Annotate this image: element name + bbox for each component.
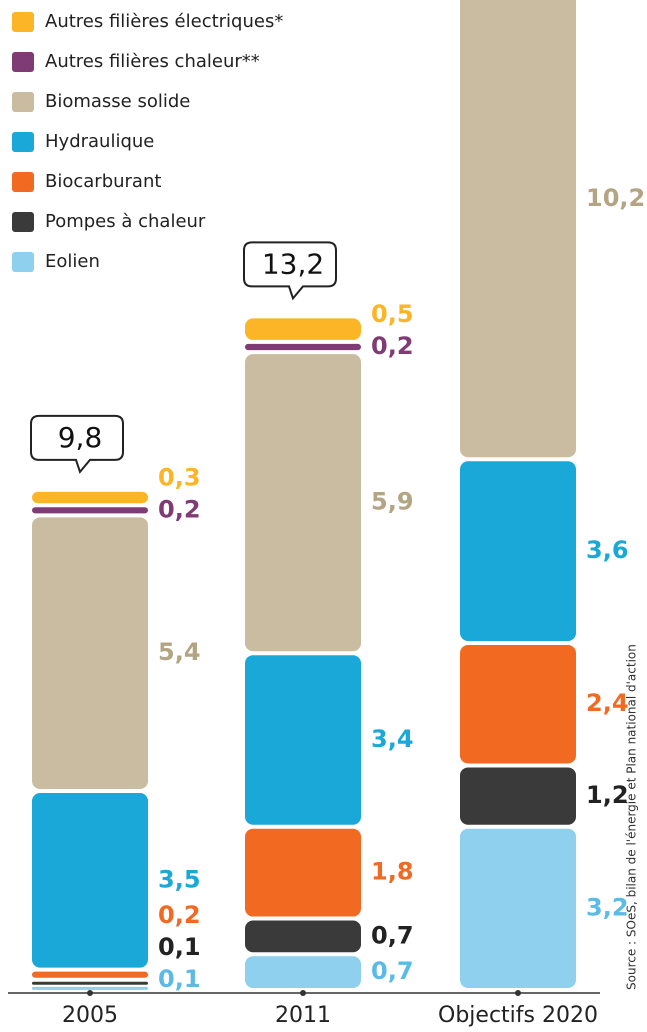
bar-segment: [245, 343, 361, 351]
legend-swatch: [12, 132, 34, 152]
value-label: 0,3: [158, 463, 201, 491]
x-tick-label: 2011: [275, 1003, 331, 1028]
bar-segment: [32, 792, 148, 968]
bar-segment: [245, 655, 361, 825]
legend-swatch: [12, 212, 34, 232]
value-label: 0,7: [371, 921, 414, 949]
bar-segment: [245, 956, 361, 988]
bar-segment: [245, 354, 361, 652]
bar-segment: [245, 318, 361, 340]
tick-dot: [300, 990, 306, 996]
legend-swatch: [12, 92, 34, 112]
legend-label: Autres filières électriques*: [45, 11, 283, 32]
bar-segment: [32, 491, 148, 504]
total-callout: [30, 414, 124, 474]
x-tick-label: Objectifs 2020: [438, 1003, 598, 1028]
legend-label: Biocarburant: [45, 171, 161, 192]
value-label: 0,1: [158, 933, 201, 961]
value-label: 0,2: [371, 332, 414, 360]
value-label: 3,5: [158, 865, 201, 893]
bar-segment: [32, 986, 148, 990]
legend-label: Hydraulique: [45, 131, 154, 152]
value-label: 0,2: [158, 901, 201, 929]
bar-segment: [245, 828, 361, 917]
bar-segment: [245, 920, 361, 953]
value-label: 0,7: [371, 957, 414, 985]
x-tick-label: 2005: [62, 1003, 118, 1028]
value-label: 3,2: [586, 893, 629, 921]
value-label: 0,1: [158, 965, 201, 993]
value-label: 2,4: [586, 689, 629, 717]
bar-segment: [460, 461, 576, 641]
bar-segment: [32, 971, 148, 978]
value-label: 1,2: [586, 781, 629, 809]
total-label: 13,2: [262, 247, 324, 280]
value-label: 10,2: [586, 184, 645, 212]
bar-segment: [460, 828, 576, 988]
legend-label: Pompes à chaleur: [45, 211, 206, 232]
legend-label: Eolien: [45, 251, 100, 272]
bar-segment: [32, 981, 148, 985]
tick-dot: [87, 990, 93, 996]
bar-segment: [460, 0, 576, 458]
total-callout: [243, 241, 337, 301]
source-note: Source : SOeS, bilan de l'énergie et Pla…: [625, 644, 639, 990]
bar-segment: [460, 644, 576, 764]
bar-segment: [32, 517, 148, 789]
bar-segment: [32, 507, 148, 514]
value-label: 0,2: [158, 495, 201, 523]
legend-swatch: [12, 252, 34, 272]
total-label: 9,8: [58, 421, 103, 454]
value-label: 1,8: [371, 858, 414, 886]
legend-label: Autres filières chaleur**: [45, 51, 260, 72]
legend-swatch: [12, 52, 34, 72]
value-label: 0,5: [371, 300, 414, 328]
value-label: 3,4: [371, 725, 414, 753]
legend-swatch: [12, 172, 34, 192]
value-label: 3,6: [586, 536, 629, 564]
bar-segment: [460, 767, 576, 825]
value-label: 5,9: [371, 488, 414, 516]
legend-swatch: [12, 12, 34, 32]
tick-dot: [515, 990, 521, 996]
legend-label: Biomasse solide: [45, 91, 190, 112]
value-label: 5,4: [158, 638, 201, 666]
